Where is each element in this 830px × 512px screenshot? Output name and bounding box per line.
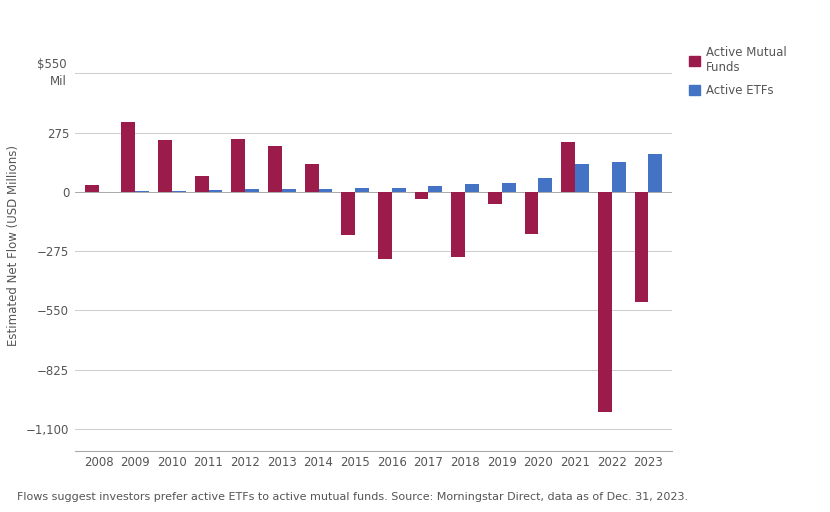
Bar bbox=[158, 140, 172, 192]
Bar bbox=[452, 192, 465, 257]
Bar bbox=[319, 189, 333, 192]
Bar bbox=[194, 176, 208, 192]
Bar bbox=[465, 184, 479, 192]
Bar bbox=[575, 164, 589, 192]
Bar bbox=[635, 192, 648, 302]
Bar bbox=[392, 188, 406, 192]
Bar bbox=[414, 192, 428, 199]
Bar bbox=[245, 188, 259, 192]
Bar bbox=[172, 191, 186, 192]
Bar bbox=[232, 139, 245, 192]
Bar bbox=[428, 186, 442, 192]
Bar bbox=[525, 192, 539, 234]
Text: Flows suggest investors prefer active ETFs to active mutual funds. Source: Morni: Flows suggest investors prefer active ET… bbox=[17, 492, 688, 502]
Bar bbox=[598, 192, 612, 412]
Bar bbox=[208, 190, 222, 192]
Bar bbox=[502, 183, 515, 192]
Legend: Active Mutual
Funds, Active ETFs: Active Mutual Funds, Active ETFs bbox=[684, 41, 791, 102]
Bar bbox=[268, 145, 282, 192]
Bar bbox=[282, 188, 295, 192]
Text: $550
Mil: $550 Mil bbox=[37, 58, 66, 88]
Bar bbox=[561, 142, 575, 192]
Bar bbox=[648, 154, 662, 192]
Bar bbox=[612, 162, 626, 192]
Bar bbox=[305, 164, 319, 192]
Bar bbox=[85, 185, 99, 192]
Bar bbox=[355, 187, 369, 192]
Bar bbox=[121, 122, 135, 192]
Bar bbox=[341, 192, 355, 235]
Bar bbox=[539, 178, 553, 192]
Bar bbox=[378, 192, 392, 259]
Bar bbox=[488, 192, 502, 204]
Y-axis label: Estimated Net Flow (USD Millions): Estimated Net Flow (USD Millions) bbox=[7, 145, 20, 346]
